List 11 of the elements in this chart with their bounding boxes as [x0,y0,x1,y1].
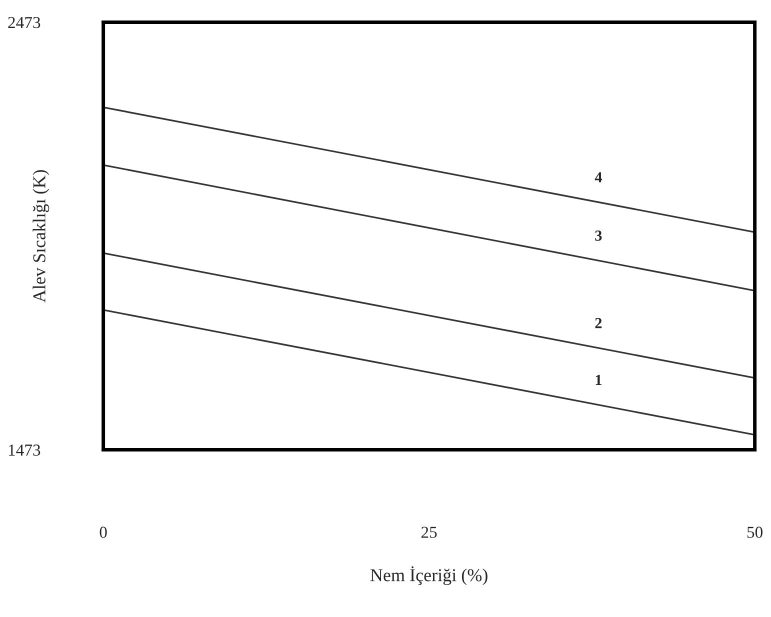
x-tick-label: 50 [747,526,763,538]
y-axis-title: Alev Sıcaklığı (K) [32,170,50,303]
x-tick-label: 25 [421,526,437,538]
series-label: 4 [594,172,602,182]
y-tick-label: 1473 [8,444,40,456]
x-tick-label: 0 [100,526,107,538]
y-tick-label: 2473 [8,16,40,28]
series-label: 2 [595,318,602,328]
series-label: 3 [595,230,602,241]
x-axis-title: Nem İçeriği (%) [370,566,488,586]
series-label: 1 [596,374,602,385]
